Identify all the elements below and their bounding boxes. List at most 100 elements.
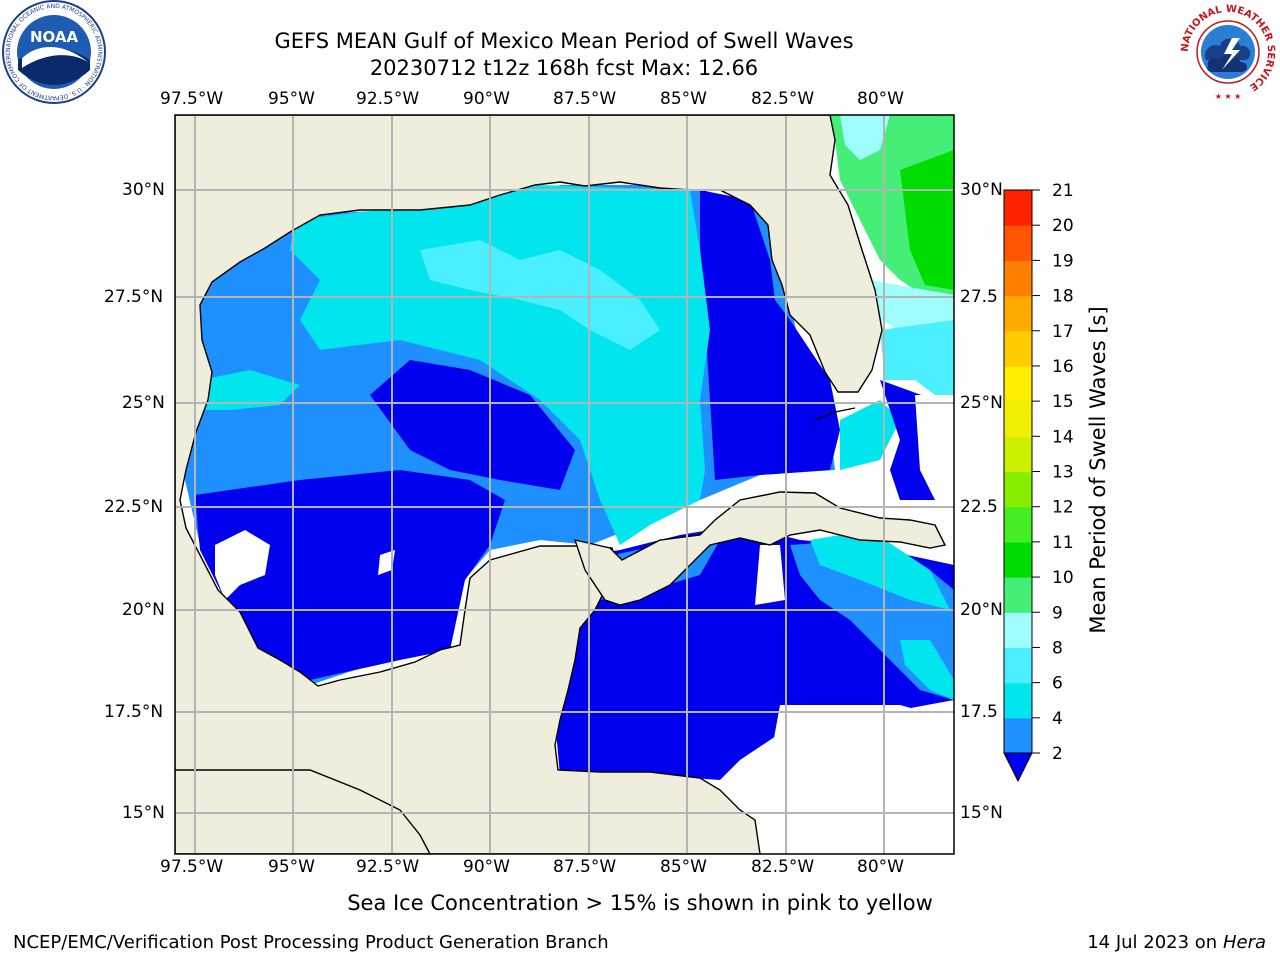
colorbar-extend-triangle xyxy=(1003,752,1033,783)
map-frame xyxy=(174,114,955,855)
sea-ice-note-text: Sea Ice Concentration > 15% is shown in … xyxy=(347,891,933,915)
no-data-patch-5 xyxy=(915,395,954,500)
colorbar-tick-label-8: 13 xyxy=(1052,463,1074,483)
lon-tick-bottom-2: 92.5°W xyxy=(356,857,420,877)
lat-tick-right-3: 22.5 xyxy=(960,497,998,517)
nws-logo: NATIONAL WEATHER SERVICE ★ ★ ★ xyxy=(1178,2,1278,102)
colorbar-bin-14 xyxy=(1004,225,1032,261)
colorbar-tick-label-13: 18 xyxy=(1052,287,1074,307)
colorbar-tick-label-11: 16 xyxy=(1052,357,1074,377)
swell-band-6-8-atlantic xyxy=(880,320,954,395)
lat-tick-left-6: 15°N xyxy=(122,803,165,823)
colorbar-bin-2 xyxy=(1004,647,1032,684)
lon-tick-bottom-5: 85°W xyxy=(660,857,707,877)
colorbar-bin-5 xyxy=(1004,541,1032,578)
lon-tick-top-6: 82.5°W xyxy=(751,89,815,109)
swell-band-6-8 xyxy=(420,240,660,350)
lat-tick-left-1: 27.5°N xyxy=(104,287,164,307)
colorbar-bin-3 xyxy=(1004,612,1032,649)
colorbar-bin-7 xyxy=(1004,471,1032,508)
lon-tick-bottom-0: 97.5°W xyxy=(160,857,224,877)
svg-text:★ ★ ★: ★ ★ ★ xyxy=(1215,92,1242,101)
lat-tick-left-5: 17.5°N xyxy=(104,702,164,722)
lon-tick-top-0: 97.5°W xyxy=(160,89,224,109)
lon-tick-top-2: 92.5°W xyxy=(356,89,420,109)
swell-band-below-2-central xyxy=(370,360,575,490)
colorbar-bin-0 xyxy=(1004,717,1032,754)
lon-tick-top-3: 90°W xyxy=(463,89,510,109)
colorbar-bin-6 xyxy=(1004,506,1032,543)
lon-tick-top-5: 85°W xyxy=(660,89,707,109)
colorbar-tick-label-6: 11 xyxy=(1052,533,1074,553)
colorbar-bin-8 xyxy=(1004,436,1032,473)
footer-date: 14 Jul 2023 on Hera xyxy=(1087,932,1266,953)
lat-tick-right-5: 17.5 xyxy=(960,702,998,722)
land xyxy=(175,115,947,854)
sea-ice-note: Sea Ice Concentration > 15% is shown in … xyxy=(0,891,1280,915)
colorbar-tick-label-0: 2 xyxy=(1052,744,1063,764)
noaa-logo: NOAA NATIONAL OCEANIC AND ATMOSPHERIC AD… xyxy=(0,0,106,104)
lat-tick-right-1: 27.5 xyxy=(960,287,998,307)
colorbar-bin-13 xyxy=(1004,260,1032,297)
colorbar-bin-12 xyxy=(1004,295,1032,332)
colorbar-bin-10 xyxy=(1004,365,1032,402)
no-data-patch-4 xyxy=(760,705,954,854)
swell-band-8-9-atlantic xyxy=(840,115,890,160)
lon-tick-top-7: 80°W xyxy=(857,89,904,109)
lat-tick-right-6: 15°N xyxy=(960,803,1003,823)
lat-tick-left-3: 22.5°N xyxy=(104,497,164,517)
footer-date-text: 14 Jul 2023 on xyxy=(1087,932,1223,953)
footer-host: Hera xyxy=(1222,932,1266,953)
swell-band-10-11-atlantic xyxy=(900,150,954,290)
colorbar-bin-1 xyxy=(1004,682,1032,719)
lat-tick-left-2: 25°N xyxy=(122,393,165,413)
colorbar-bin-11 xyxy=(1004,330,1032,367)
colorbar-tick-label-3: 8 xyxy=(1052,638,1063,658)
colorbar-bin-15 xyxy=(1004,190,1032,226)
svg-text:NOAA: NOAA xyxy=(30,28,79,46)
cuba xyxy=(573,491,947,606)
swell-field xyxy=(175,115,954,854)
footer-branch: NCEP/EMC/Verification Post Processing Pr… xyxy=(13,932,609,953)
no-data-patch-2 xyxy=(378,550,395,575)
colorbar-label: Mean Period of Swell Waves [s] xyxy=(1086,306,1110,634)
lon-tick-bottom-4: 87.5°W xyxy=(553,857,617,877)
colorbar: 2 4 6 8 9 10 11 12 13 14 15 16 17 18 19 20 21 xyxy=(1003,181,1074,783)
lat-tick-left-4: 20°N xyxy=(122,600,165,620)
colorbar-tick-label-1: 4 xyxy=(1052,709,1063,729)
graticule xyxy=(175,115,954,854)
colorbar-tick-label-2: 6 xyxy=(1052,674,1063,694)
lat-tick-left-0: 30°N xyxy=(122,180,165,200)
lon-tick-bottom-7: 80°W xyxy=(857,857,904,877)
map-subtitle: 20230712 t12z 168h fcst Max: 12.66 xyxy=(369,56,759,80)
lon-tick-bottom-1: 95°W xyxy=(268,857,315,877)
florida-keys xyxy=(814,407,856,421)
lon-tick-bottom-3: 90°W xyxy=(463,857,510,877)
lon-tick-top-1: 95°W xyxy=(268,89,315,109)
lon-tick-bottom-6: 82.5°W xyxy=(751,857,815,877)
no-data-patch-3 xyxy=(755,545,785,605)
no-data-patch-1 xyxy=(215,530,270,600)
mainland xyxy=(175,115,883,854)
map-title: GEFS MEAN Gulf of Mexico Mean Period of … xyxy=(274,29,854,53)
swell-band-4-6-west xyxy=(200,370,300,410)
colorbar-tick-label-4: 9 xyxy=(1052,603,1063,623)
swell-band-4-6-caribbean xyxy=(810,530,950,610)
colorbar-tick-label-12: 17 xyxy=(1052,322,1074,342)
swell-band-4-6-caribbean-south xyxy=(900,640,954,700)
colorbar-tick-label-7: 12 xyxy=(1052,498,1074,518)
colorbar-tick-label-9: 14 xyxy=(1052,427,1074,447)
swell-band-below-2-southwest xyxy=(195,470,505,680)
lon-tick-top-4: 87.5°W xyxy=(553,89,617,109)
colorbar-tick-label-16: 21 xyxy=(1052,181,1074,201)
swell-band-below-2-east xyxy=(700,190,840,480)
colorbar-bin-4 xyxy=(1004,577,1032,613)
lat-tick-right-4: 20°N xyxy=(960,600,1003,620)
lat-tick-right-0: 30°N xyxy=(960,180,1003,200)
colorbar-tick-label-10: 15 xyxy=(1052,392,1074,412)
lat-tick-right-2: 25°N xyxy=(960,393,1003,413)
colorbar-bin-9 xyxy=(1004,401,1032,437)
colorbar-tick-label-14: 19 xyxy=(1052,251,1074,271)
colorbar-tick-label-15: 20 xyxy=(1052,216,1074,236)
